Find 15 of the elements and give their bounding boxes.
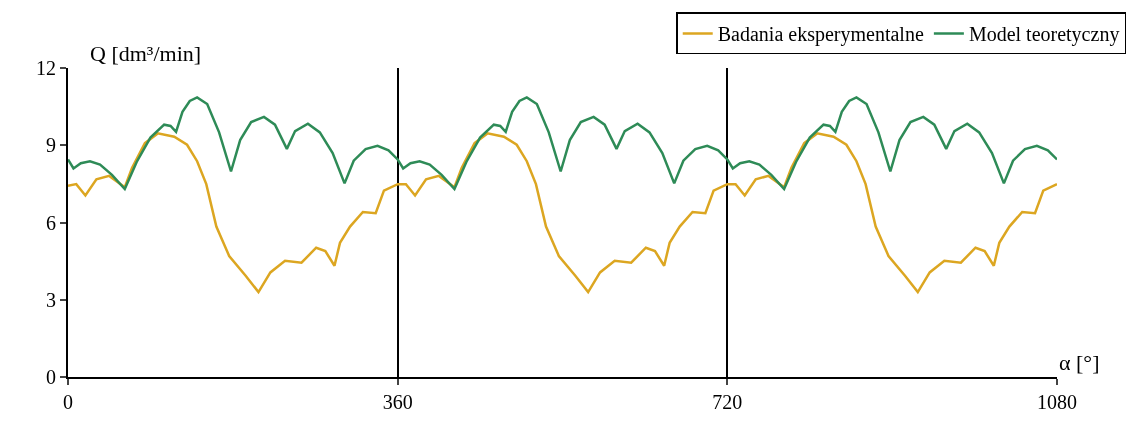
- legend-label: Badania eksperymentalne: [717, 23, 924, 47]
- line-series: [68, 96, 1057, 191]
- legend-label: Model teoretyczny: [968, 23, 1120, 47]
- y-tick-label: 12: [36, 57, 56, 79]
- x-tick-label: 360: [382, 391, 413, 413]
- y-tick-label: 0: [46, 366, 56, 388]
- x-tick-label: 0: [63, 391, 73, 413]
- y-axis-title: Q [dm³/min]: [90, 41, 202, 66]
- x-axis-title: α [°]: [1059, 350, 1100, 375]
- y-tick-label: 9: [46, 134, 56, 157]
- y-tick-label: 3: [46, 288, 56, 311]
- x-tick-label: 720: [712, 391, 743, 413]
- y-tick-label: 6: [46, 211, 56, 234]
- x-tick-label: 1080: [1037, 391, 1077, 413]
- line-series: [68, 132, 1057, 294]
